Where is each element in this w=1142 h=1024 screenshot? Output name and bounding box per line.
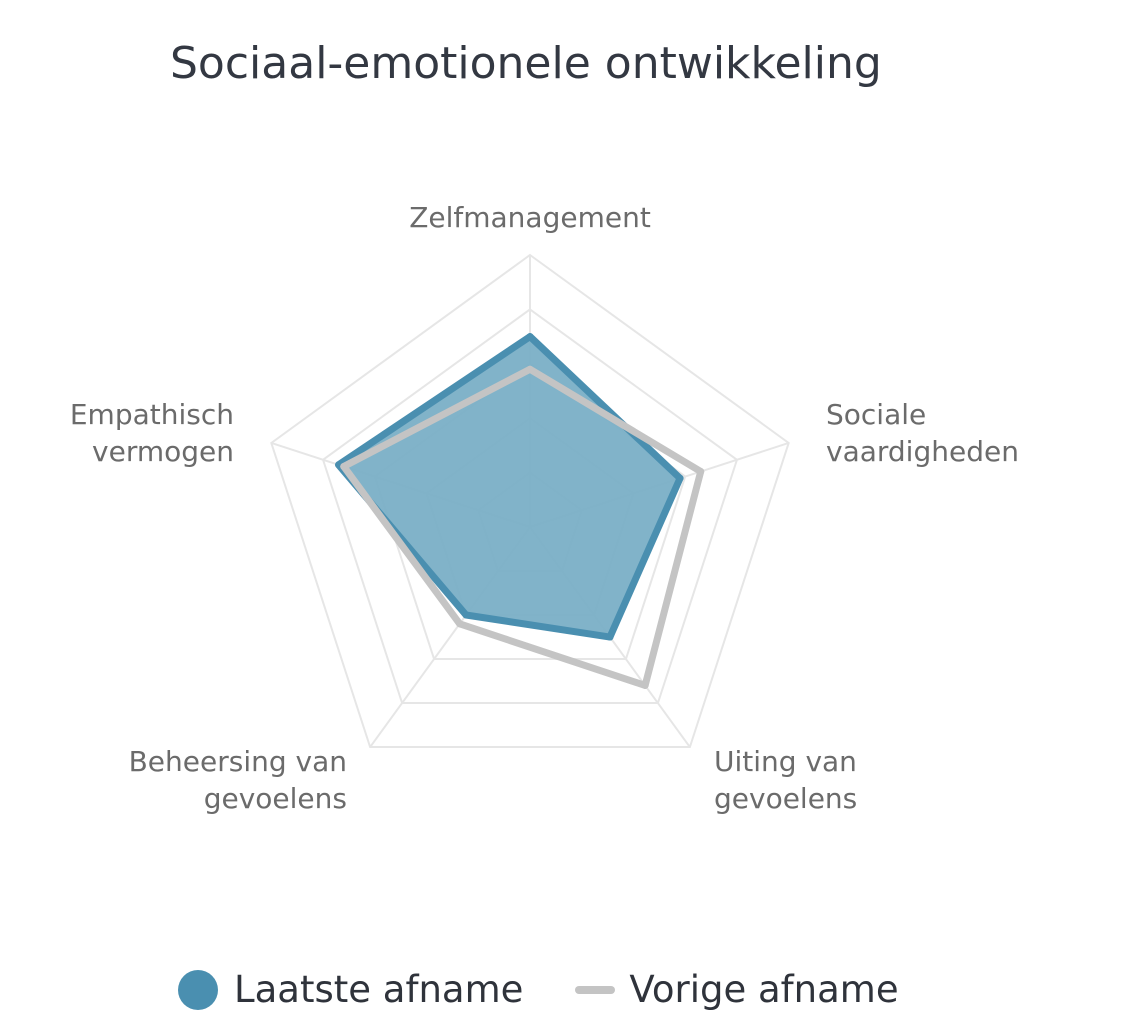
series-vorige-afname xyxy=(340,365,705,689)
data-point xyxy=(462,611,470,619)
legend-item-vorige-afname[interactable]: Vorige afname xyxy=(575,966,899,1014)
axis-label: Empathisch vermogen xyxy=(70,398,234,468)
data-point xyxy=(526,365,534,373)
axis-label: Sociale vaardigheden xyxy=(826,398,1019,468)
axis-label: Uiting van gevoelens xyxy=(714,745,857,815)
legend-dot-icon xyxy=(178,970,218,1010)
data-point xyxy=(676,474,684,482)
legend-label: Vorige afname xyxy=(629,968,899,1011)
grid-ring xyxy=(270,253,790,749)
axis-label: Zelfmanagement xyxy=(409,201,651,234)
grid-ring xyxy=(321,308,739,705)
data-point xyxy=(697,468,705,476)
data-point xyxy=(340,462,348,470)
legend-label: Laatste afname xyxy=(234,968,524,1011)
data-point xyxy=(641,681,649,689)
legend: Laatste afname Vorige afname xyxy=(178,966,951,1014)
legend-item-laatste-afname[interactable]: Laatste afname xyxy=(178,966,523,1014)
legend-line-icon xyxy=(575,986,616,994)
data-point xyxy=(606,633,614,641)
data-point xyxy=(456,620,464,628)
axis-label: Beheersing van gevoelens xyxy=(129,745,347,815)
data-point xyxy=(526,333,534,341)
chart-title: Sociaal-emotionele ontwikkeling xyxy=(170,38,882,89)
